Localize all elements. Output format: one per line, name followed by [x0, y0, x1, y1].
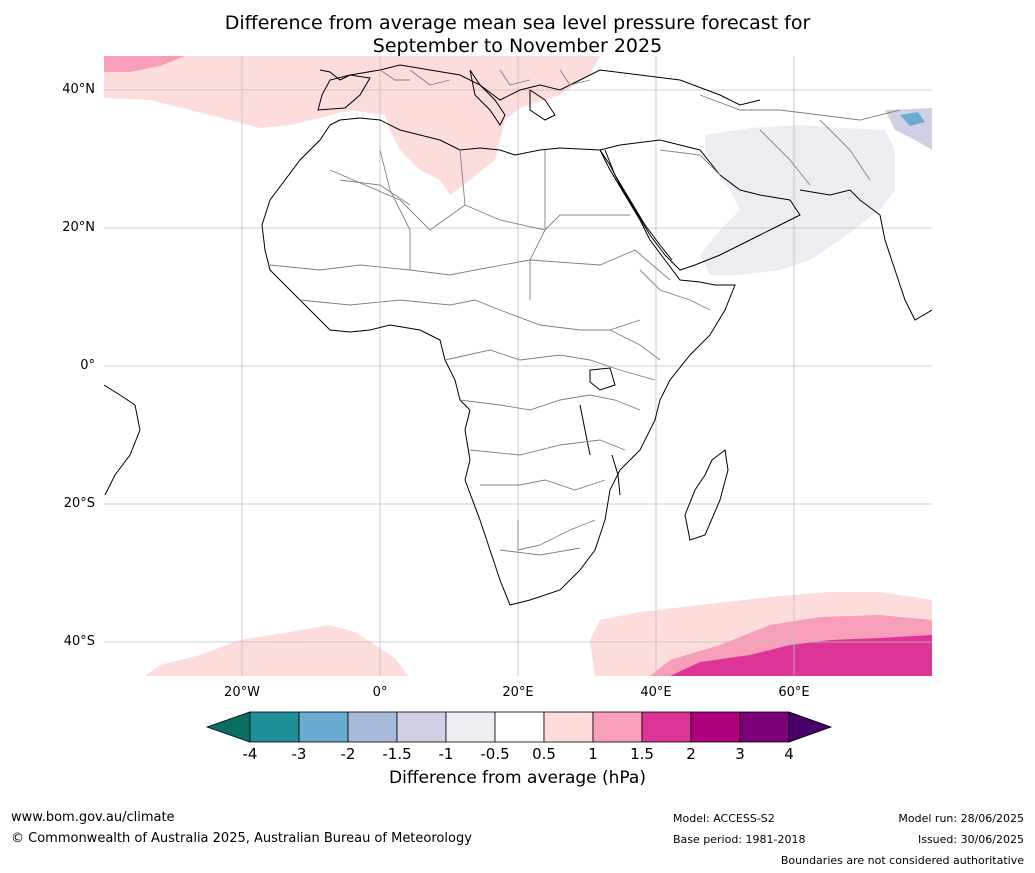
- positive-anomaly-nw-corner: [104, 56, 185, 72]
- colorbar-swatch: [445, 711, 496, 743]
- lake-victoria: [589, 367, 616, 391]
- colorbar-tick-label: -2: [340, 745, 356, 763]
- colorbar-swatch: [347, 711, 398, 743]
- south-america-coastline: [104, 384, 141, 496]
- arabia-coastline: [599, 139, 801, 271]
- iberia-coastline: [317, 74, 371, 111]
- lake-tanganyika: [579, 404, 591, 456]
- europe-coastline: [319, 64, 761, 106]
- colorbar-swatch: [641, 711, 692, 743]
- colorbar: [205, 711, 833, 743]
- colorbar-swatch: [396, 711, 447, 743]
- colorbar-swatch: [298, 711, 349, 743]
- colorbar-tick-label: -1: [438, 745, 454, 763]
- country-borders: [269, 69, 901, 556]
- colorbar-tick-label: 4: [784, 745, 794, 763]
- colorbar-tick-label: 2: [686, 745, 696, 763]
- lat-label-20n: 20°N: [62, 220, 95, 235]
- coastlines: [104, 64, 932, 606]
- footer-website: www.bom.gov.au/climate: [11, 810, 175, 825]
- colorbar-extend-high: [788, 711, 833, 743]
- map-title-line-2: September to November 2025: [372, 35, 663, 57]
- lon-label-20e: 20°E: [502, 685, 534, 700]
- lat-label-40s: 40°S: [63, 634, 95, 649]
- negative-anomaly-tibet-core: [900, 112, 925, 126]
- colorbar-tick-label: -1.5: [382, 745, 412, 763]
- graticule: [104, 56, 932, 676]
- colorbar-swatch: [249, 711, 300, 743]
- colorbar-swatch: [543, 711, 594, 743]
- footer-model: Model: ACCESS-S2: [673, 812, 775, 825]
- colorbar-swatch: [494, 711, 545, 743]
- lake-malawi: [611, 454, 621, 496]
- colorbar-title: Difference from average (hPa): [389, 768, 646, 788]
- italy-coastline: [469, 69, 506, 126]
- colorbar-tick-label: 0.5: [532, 745, 556, 763]
- india-coastline: [799, 189, 932, 321]
- colorbar-swatch: [592, 711, 643, 743]
- map-title-line-1: Difference from average mean sea level p…: [224, 12, 811, 34]
- colorbar-tick-label: -3: [291, 745, 307, 763]
- lat-label-40n: 40°N: [62, 82, 95, 97]
- madagascar-coastline: [684, 449, 729, 541]
- positive-anomaly-north-atlantic-mediterranean: [104, 56, 600, 195]
- colorbar-swatch: [739, 711, 790, 743]
- positive-anomaly-south-atlantic: [145, 625, 408, 676]
- colorbar-swatch: [690, 711, 741, 743]
- colorbar-tick-label: -4: [242, 745, 258, 763]
- strong-positive-anomaly-southern-ocean: [805, 652, 932, 676]
- anomaly-shading: [104, 56, 932, 676]
- greece-coastline: [529, 89, 556, 121]
- africa-coastline: [261, 117, 736, 606]
- lon-label-0: 0°: [372, 685, 388, 700]
- lon-label-40e: 40°E: [640, 685, 672, 700]
- footer-issued: Issued: 30/06/2025: [917, 833, 1024, 846]
- lat-label-20s: 20°S: [63, 496, 95, 511]
- lat-label-equator: 0°: [80, 358, 95, 373]
- colorbar-tick-label: 3: [735, 745, 745, 763]
- lon-label-20w: 20°W: [224, 685, 260, 700]
- negative-anomaly-arabia-india: [700, 125, 895, 275]
- colorbar-tick-label: 1: [588, 745, 598, 763]
- lon-label-60e: 60°E: [778, 685, 810, 700]
- colorbar-tick-label: 1.5: [630, 745, 654, 763]
- colorbar-tick-label: -0.5: [480, 745, 510, 763]
- red-sea-coastline: [604, 149, 673, 261]
- footer-disclaimer: Boundaries are not considered authoritat…: [780, 854, 1024, 867]
- colorbar-extend-low: [205, 711, 251, 743]
- footer-base-period: Base period: 1981-2018: [673, 833, 806, 846]
- footer-copyright: © Commonwealth of Australia 2025, Austra…: [11, 831, 472, 846]
- footer-model-run: Model run: 28/06/2025: [898, 812, 1024, 825]
